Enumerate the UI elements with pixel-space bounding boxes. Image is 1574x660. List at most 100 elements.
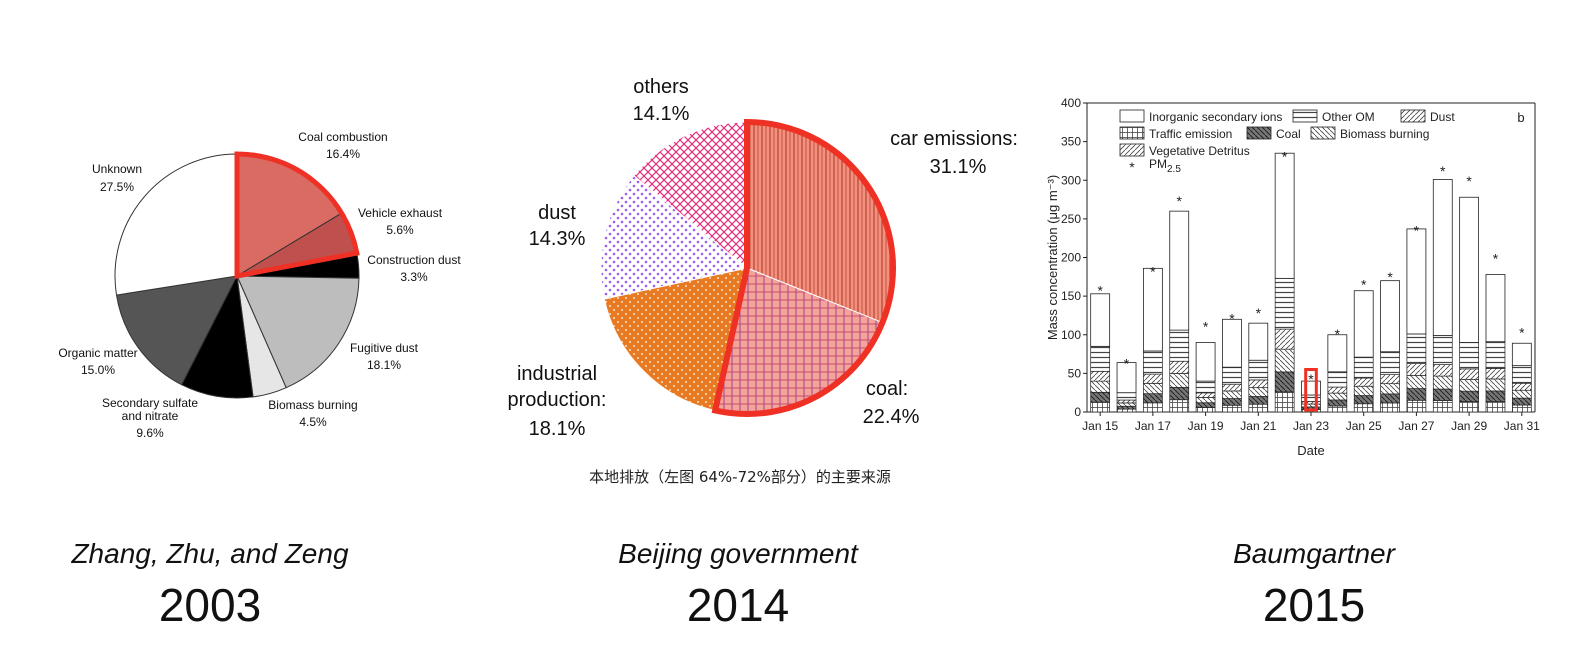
bar-segment (1090, 380, 1111, 393)
pie-slice (600, 174, 749, 300)
legend-swatch (1119, 143, 1145, 157)
bar-segment-inorganic (1380, 280, 1400, 353)
slice-label: others (633, 76, 689, 98)
bar-segment (1459, 378, 1479, 392)
pm25-marker: * (1229, 311, 1235, 327)
bar-segment-inorganic (1116, 362, 1137, 394)
pm25-marker: * (1519, 324, 1525, 340)
pm25-marker: * (1256, 305, 1262, 321)
bar-segment (1274, 348, 1295, 373)
bar-segment (1485, 378, 1506, 392)
bar-segment (1116, 408, 1137, 413)
bar-segment (1248, 403, 1269, 413)
caption-2015: Baumgartner 2015 (1104, 538, 1524, 632)
legend-swatch (1246, 126, 1272, 140)
bar-segment (1248, 379, 1269, 389)
y-tick-label: 200 (1061, 251, 1081, 265)
slice-value: 15.0% (81, 363, 115, 377)
bar-segment (1406, 399, 1427, 413)
bar-segment (1248, 396, 1269, 405)
bar-segment (1327, 392, 1348, 401)
x-tick-label: Jan 15 (1082, 419, 1118, 433)
bar-segment (1511, 389, 1532, 399)
bar-segment (1143, 350, 1163, 375)
legend-swatch (1119, 126, 1145, 140)
bar-segment (1274, 371, 1295, 393)
bar-segment (1406, 363, 1427, 376)
slice-label: Fugitive dust (350, 341, 419, 355)
bar-segment (1195, 397, 1216, 404)
slice-label: coal: (866, 378, 908, 400)
pm25-marker: * (1282, 148, 1288, 164)
x-tick-label: Jan 31 (1504, 419, 1540, 433)
bar-segment (1222, 383, 1242, 392)
bar-segment-inorganic (1459, 196, 1480, 343)
bar-segment (1222, 390, 1242, 399)
legend-label: Vegetative Detritus (1149, 144, 1250, 158)
slice-value: 18.1% (529, 418, 586, 440)
slice-label: Construction dust (367, 253, 461, 267)
slice-value: 14.1% (633, 103, 690, 125)
slice-label: industrial (517, 363, 597, 385)
slice-value: 4.5% (299, 415, 327, 429)
bar-segment (1195, 407, 1216, 413)
caption-author: Baumgartner (1233, 538, 1395, 569)
legend-label: Traffic emission (1149, 127, 1232, 141)
bar-segment-inorganic (1222, 318, 1242, 368)
pie-slice (603, 267, 748, 412)
bar-segment-inorganic (1406, 228, 1427, 335)
caption-author: Beijing government (618, 538, 858, 569)
slice-value: 5.6% (386, 223, 414, 237)
pm25-marker: * (1466, 173, 1472, 189)
y-axis-label: Mass concentration (μg m⁻³) (1045, 175, 1060, 340)
pm25-marker: * (1097, 283, 1103, 299)
y-tick-label: 150 (1061, 289, 1081, 303)
pm25-marker: * (1387, 269, 1393, 285)
bar-segment (1485, 341, 1506, 369)
bar-segment (1380, 351, 1400, 375)
slice-label: dust (538, 202, 576, 224)
x-tick-label: Jan 19 (1188, 419, 1224, 433)
bar-segment (1274, 278, 1295, 330)
slice-value: 22.4% (863, 406, 920, 428)
slice-label: Vehicle exhaust (358, 206, 443, 220)
slice-label: Coal combustion (298, 130, 387, 144)
bar-segment-inorganic (1090, 293, 1111, 347)
bar-segment (1143, 402, 1163, 413)
highlight-outline (711, 118, 896, 417)
legend-label: Coal (1276, 127, 1301, 141)
highlight-box (1304, 368, 1318, 412)
slice-label: Secondary sulfate (102, 396, 198, 410)
x-axis-label: Date (1297, 443, 1324, 458)
bar-segment (1327, 405, 1348, 413)
legend-swatch (1292, 109, 1318, 123)
slice-value: 14.3% (529, 228, 586, 250)
caption-year: 2014 (686, 579, 790, 631)
bar-segment (1353, 403, 1374, 413)
bar-segment (1169, 373, 1190, 388)
bar-segment (1169, 387, 1190, 401)
pm25-marker: * (1203, 318, 1209, 334)
bar-segment (1406, 374, 1427, 389)
slice-value: 3.3% (400, 270, 428, 284)
bar-segment-inorganic (1142, 267, 1163, 352)
pie-slice (114, 153, 238, 296)
pie-slice (633, 121, 748, 270)
bar-segment (1090, 401, 1111, 413)
caption-year: 2003 (158, 579, 262, 631)
bar-segment (1327, 371, 1348, 388)
legend-marker: * (1129, 159, 1135, 175)
bar-segment-inorganic (1511, 342, 1532, 367)
pm25-marker: * (1177, 193, 1183, 209)
legend-swatch (1310, 126, 1336, 140)
bar-segment (1485, 368, 1506, 380)
bar-segment (1353, 385, 1374, 396)
bar-segment (1406, 333, 1427, 364)
bar-segment (1380, 383, 1400, 395)
pm25-marker: * (1440, 163, 1446, 179)
bar-segment (1169, 360, 1190, 374)
bar-segment-inorganic (1169, 210, 1190, 331)
bar-segment (1274, 391, 1295, 413)
bar-segment (1169, 399, 1190, 413)
bar-segment (1485, 401, 1506, 413)
